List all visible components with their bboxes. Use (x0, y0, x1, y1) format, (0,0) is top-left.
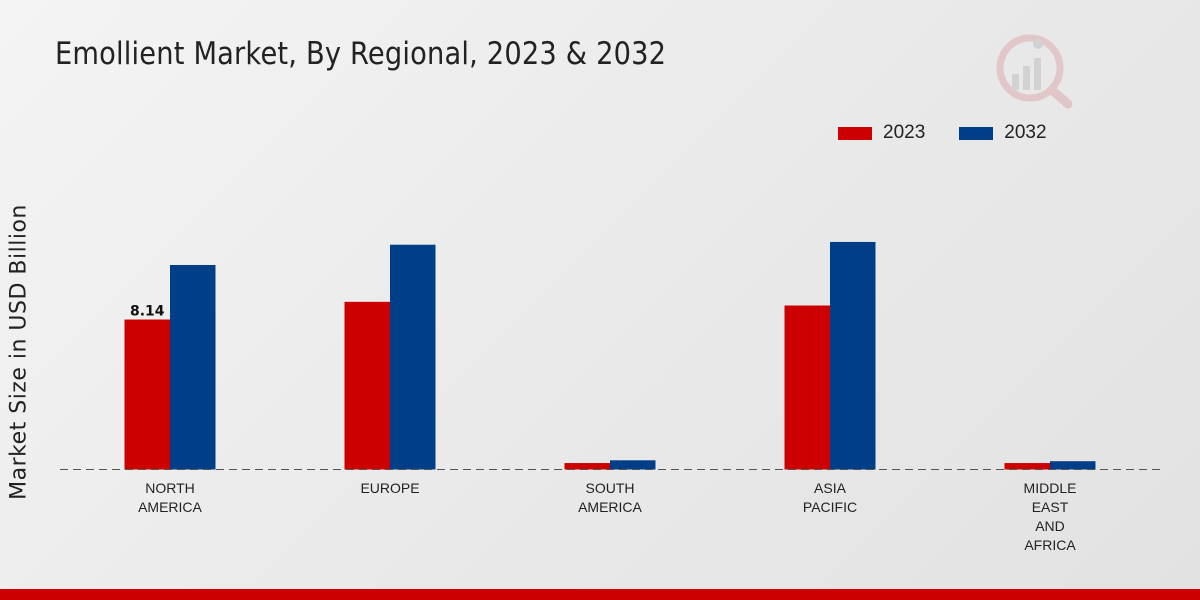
legend-item-2023: 2023 (838, 122, 925, 144)
category-label-1: EUROPE (360, 480, 420, 496)
bar-2032-2 (610, 460, 656, 470)
category-label-2: SOUTH AMERICA (578, 480, 642, 515)
legend-label-2023: 2023 (883, 122, 926, 143)
watermark-logo-icon (996, 34, 1073, 109)
category-label-3: ASIA PACIFIC (802, 480, 858, 515)
data-label-2023-0: 8.14 (130, 304, 165, 320)
legend-item-2032: 2032 (959, 122, 1047, 144)
bar-2023-2 (564, 463, 610, 470)
legend-label-2032: 2032 (1004, 122, 1047, 143)
bar-2032-1 (390, 244, 436, 470)
category-label-0: NORTH AMERICA (138, 480, 202, 515)
bar-2023-3 (784, 305, 830, 470)
category-label-4: MIDDLE EAST AND AFRICA (1023, 480, 1077, 553)
bar-2023-0 (124, 319, 170, 470)
bar-2032-4 (1050, 461, 1096, 470)
legend-swatch-2032 (959, 126, 994, 140)
legend: 2023 2032 (838, 122, 1081, 144)
bar-2023-1 (344, 301, 390, 470)
footer-bar (0, 589, 1200, 600)
bar-2032-0 (170, 264, 216, 470)
chart-title: Emollient Market, By Regional, 2023 & 20… (55, 36, 667, 72)
bar-2032-3 (830, 241, 876, 470)
bar-2023-4 (1004, 463, 1050, 470)
legend-swatch-2023 (838, 126, 872, 140)
